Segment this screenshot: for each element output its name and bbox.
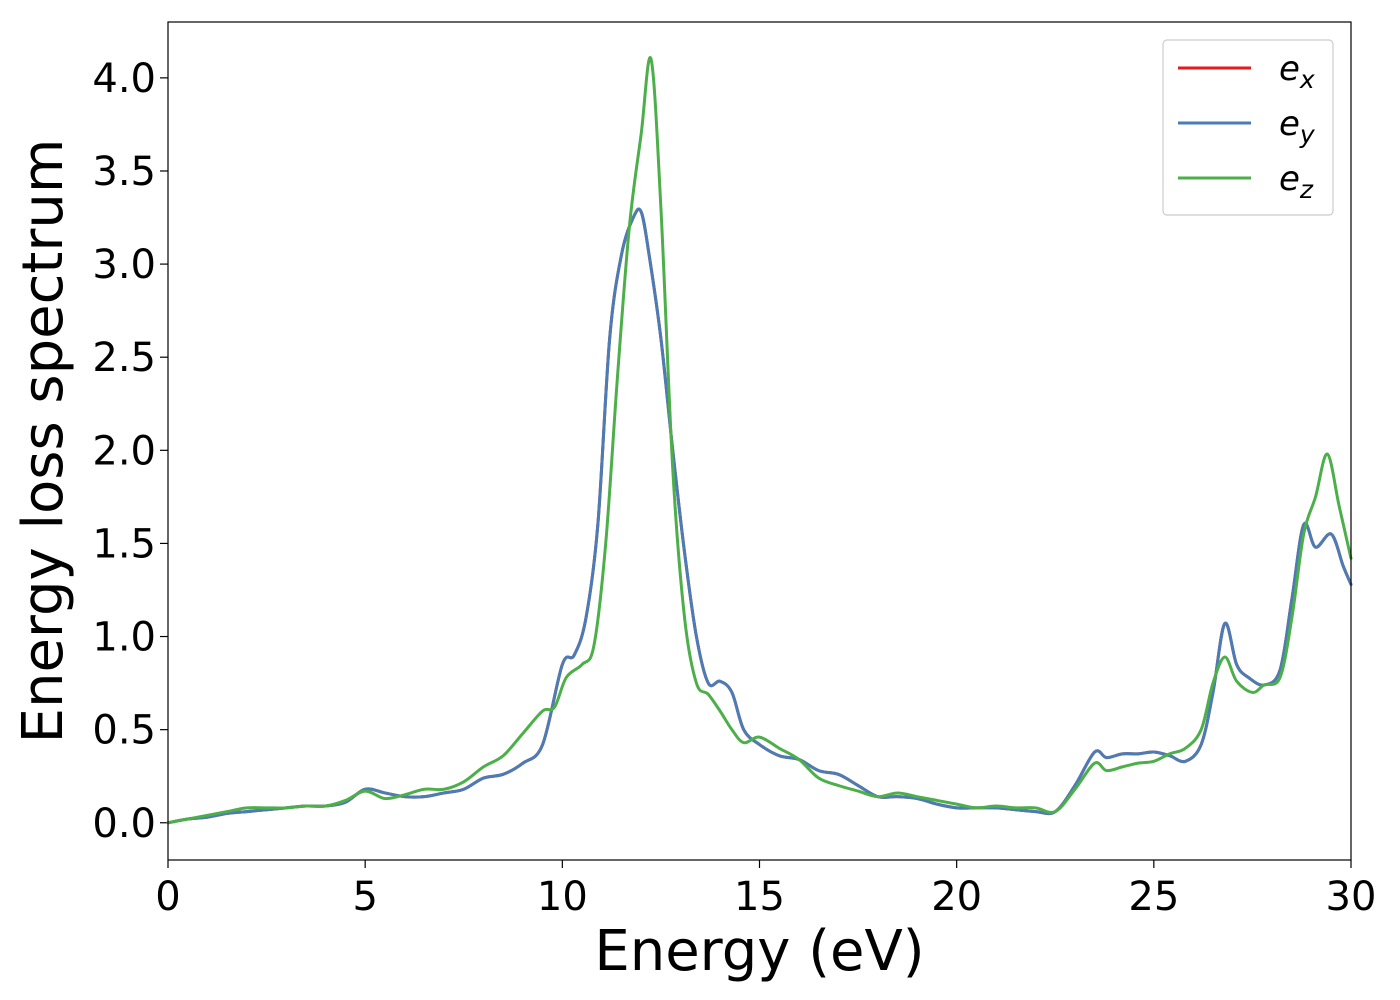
legend-label-base: e [1279, 49, 1300, 89]
y-axis-ticks: 0.0 0.5 1.0 1.5 2.0 2.5 3.0 3.5 4.0 [92, 56, 168, 847]
y-axis-title: Energy loss spectrum [11, 139, 76, 744]
plot-area [166, 21, 1353, 861]
legend-box [1162, 39, 1334, 216]
series-line-e-z [166, 56, 1353, 825]
y-tick-label: 3.5 [92, 149, 156, 195]
x-tick-label: 5 [352, 874, 377, 920]
series-lines [166, 56, 1353, 825]
legend-label-e-z: ez [1279, 159, 1314, 204]
x-tick-label: 0 [155, 874, 180, 920]
x-axis-title: Energy (eV) [594, 919, 924, 984]
legend-label-subscript: x [1299, 65, 1315, 94]
legend-label-base: e [1279, 159, 1300, 199]
x-tick-label: 25 [1128, 874, 1179, 920]
x-tick-label: 20 [931, 874, 982, 920]
y-tick-label: 0.0 [92, 801, 156, 847]
legend-label-e-x: ex [1279, 49, 1315, 94]
y-tick-label: 1.0 [92, 615, 156, 661]
y-tick-label: 4.0 [92, 56, 156, 102]
y-tick-label: 3.0 [92, 242, 156, 288]
y-tick-label: 1.5 [92, 521, 156, 567]
y-tick-label: 2.5 [92, 335, 156, 381]
x-tick-label: 15 [734, 874, 785, 920]
x-tick-label: 30 [1326, 874, 1377, 920]
legend-label-base: e [1279, 104, 1300, 144]
y-tick-label: 2.0 [92, 428, 156, 474]
x-axis-ticks: 0 5 10 15 20 25 30 [155, 860, 1376, 920]
x-tick-label: 10 [537, 874, 588, 920]
y-tick-label: 0.5 [92, 708, 156, 754]
plot-frame [167, 21, 1352, 861]
legend-label-subscript: y [1299, 120, 1316, 149]
legend-label-subscript: z [1299, 175, 1314, 204]
series-line-e-x [166, 207, 1353, 825]
legend-label-e-y: ey [1279, 104, 1316, 149]
series-line-e-y [166, 207, 1353, 825]
